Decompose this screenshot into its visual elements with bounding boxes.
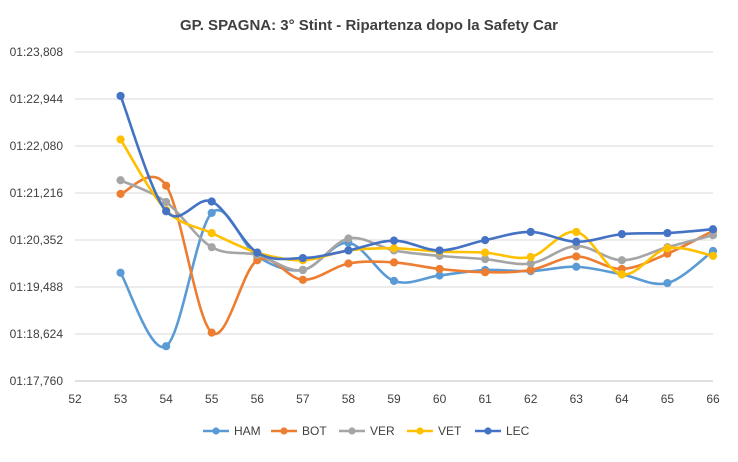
- data-point-ver: [298, 265, 307, 275]
- x-tick-label: 63: [570, 392, 584, 406]
- data-point-lec: [481, 236, 490, 245]
- data-point-lec: [572, 237, 581, 246]
- legend-item-lec: LEC: [475, 424, 530, 438]
- x-tick-label: 58: [342, 392, 356, 406]
- data-point-vet: [116, 135, 125, 144]
- data-point-vet: [617, 270, 626, 279]
- x-tick-label: 57: [296, 392, 310, 406]
- x-tick-label: 64: [615, 392, 629, 406]
- data-point-ver: [162, 197, 171, 207]
- data-point-vet: [708, 251, 718, 260]
- legend-marker-bot: [280, 427, 288, 435]
- y-tick-label: 01:17,760: [10, 374, 64, 388]
- legend-label-lec: LEC: [506, 424, 530, 438]
- data-point-lec: [526, 227, 535, 237]
- x-tick-label: 66: [706, 392, 720, 406]
- data-point-bot: [207, 328, 216, 337]
- data-point-lec: [617, 230, 626, 239]
- data-point-vet: [389, 244, 399, 253]
- legend-label-bot: BOT: [302, 424, 327, 438]
- data-point-lec: [207, 197, 216, 206]
- data-point-vet: [572, 227, 581, 237]
- data-point-bot: [572, 252, 581, 261]
- y-tick-label: 01:23,808: [10, 45, 64, 59]
- x-tick-label: 54: [159, 392, 173, 406]
- data-point-lec: [344, 246, 353, 255]
- series-line-lec: [119, 94, 715, 261]
- data-point-lec: [435, 246, 444, 255]
- x-tick-label: 53: [114, 392, 128, 406]
- x-tick-label: 55: [205, 392, 219, 406]
- data-point-lec: [663, 228, 672, 238]
- data-point-ver: [344, 234, 353, 243]
- data-point-ver: [207, 243, 216, 252]
- legend: HAM BOT VER VET LEC: [203, 424, 530, 438]
- data-point-vet: [481, 248, 490, 257]
- series-lec: [116, 91, 718, 263]
- legend-marker-vet: [416, 427, 424, 435]
- series-ver: [116, 176, 718, 275]
- data-point-bot: [481, 268, 490, 277]
- data-point-bot: [344, 259, 353, 268]
- data-point-lec: [253, 248, 262, 257]
- y-tick-label: 01:19,488: [10, 280, 64, 294]
- series-layer: [116, 91, 718, 351]
- data-point-ham: [116, 268, 125, 277]
- legend-label-vet: VET: [438, 424, 462, 438]
- legend-marker-ham: [212, 427, 220, 435]
- data-point-vet: [207, 228, 216, 238]
- x-tick-label: 61: [478, 392, 492, 406]
- legend-item-vet: VET: [407, 424, 462, 438]
- y-tick-label: 01:21,216: [10, 186, 64, 200]
- x-tick-label: 62: [524, 392, 538, 406]
- data-point-ver: [617, 256, 626, 265]
- y-tick-label: 01:22,080: [10, 139, 64, 153]
- data-point-vet: [663, 244, 672, 253]
- data-point-lec: [116, 91, 125, 101]
- data-point-ham: [162, 342, 171, 351]
- x-tick-label: 65: [661, 392, 675, 406]
- data-point-ham: [207, 208, 216, 218]
- data-point-lec: [162, 207, 171, 216]
- legend-item-ver: VER: [339, 424, 395, 438]
- legend-item-bot: BOT: [271, 424, 327, 438]
- data-point-bot: [162, 181, 171, 190]
- legend-label-ver: VER: [370, 424, 395, 438]
- x-tick-label: 59: [387, 392, 401, 406]
- series-vet: [116, 135, 718, 279]
- legend-item-ham: HAM: [203, 424, 261, 438]
- y-tick-label: 01:22,944: [10, 92, 64, 106]
- data-point-lec: [298, 253, 307, 263]
- legend-label-ham: HAM: [234, 424, 261, 438]
- data-point-ham: [663, 278, 672, 288]
- x-tick-label: 56: [251, 392, 265, 406]
- data-point-ham: [572, 262, 581, 271]
- data-point-bot: [389, 258, 399, 267]
- data-point-bot: [116, 189, 125, 198]
- data-point-bot: [298, 275, 307, 284]
- chart-title: GP. SPAGNA: 3° Stint - Ripartenza dopo l…: [180, 17, 558, 34]
- y-tick-label: 01:18,624: [10, 327, 64, 341]
- axis-layer: 01:17,760 01:18,624 01:19,488 01:20,352 01:2…: [10, 45, 720, 406]
- data-point-lec: [708, 225, 718, 234]
- data-point-ham: [389, 276, 399, 286]
- y-tick-label: 01:20,352: [10, 233, 64, 247]
- x-tick-label: 52: [68, 392, 82, 406]
- grid-layer: [75, 51, 713, 382]
- legend-marker-ver: [348, 427, 356, 435]
- x-tick-label: 60: [433, 392, 447, 406]
- data-point-ver: [116, 176, 125, 185]
- data-point-bot: [435, 264, 444, 274]
- legend-marker-lec: [484, 427, 492, 435]
- data-point-vet: [526, 252, 535, 262]
- data-point-lec: [389, 236, 399, 245]
